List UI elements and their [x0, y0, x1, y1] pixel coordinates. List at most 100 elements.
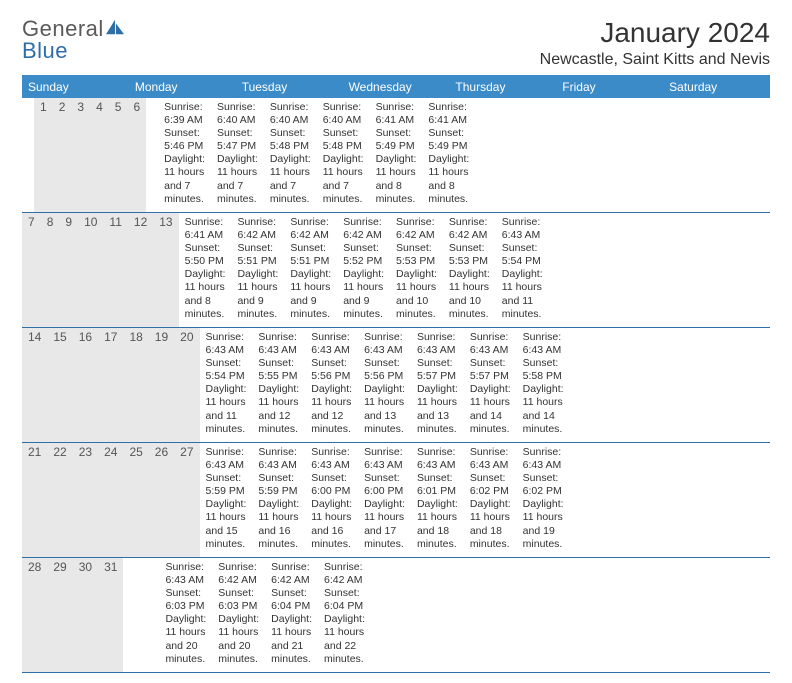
sunrise-text: Sunrise: 6:43 AM	[364, 331, 405, 357]
day-number: 28	[22, 558, 47, 672]
sunrise-text: Sunrise: 6:42 AM	[396, 216, 437, 242]
sunset-text: Sunset: 5:52 PM	[343, 242, 384, 268]
day-cell: Sunrise: 6:43 AMSunset: 5:55 PMDaylight:…	[252, 328, 305, 442]
day-number: 19	[149, 328, 174, 442]
sunrise-text: Sunrise: 6:40 AM	[323, 101, 364, 127]
dow-wednesday: Wednesday	[343, 75, 450, 98]
day-number: 17	[98, 328, 123, 442]
daylight-text: Daylight: 11 hours	[311, 498, 352, 524]
daybody-row: Sunrise: 6:43 AMSunset: 5:59 PMDaylight:…	[200, 443, 570, 557]
day-number: 9	[59, 213, 78, 327]
sunrise-text: Sunrise: 6:43 AM	[258, 446, 299, 472]
day-number: 15	[47, 328, 72, 442]
logo-word-2: Blue	[22, 38, 68, 63]
daylight-text: and 9 minutes.	[343, 295, 384, 321]
daylight-text: Daylight: 11 hours	[290, 268, 331, 294]
sunrise-text: Sunrise: 6:39 AM	[164, 101, 205, 127]
sunrise-text: Sunrise: 6:40 AM	[270, 101, 311, 127]
day-cell	[383, 558, 395, 672]
daynum-row: 78910111213	[22, 213, 179, 327]
day-number: 27	[174, 443, 199, 557]
daylight-text: and 10 minutes.	[449, 295, 490, 321]
day-number: 24	[98, 443, 123, 557]
daylight-text: and 9 minutes.	[290, 295, 331, 321]
dow-saturday: Saturday	[663, 75, 770, 98]
day-cell: Sunrise: 6:42 AMSunset: 5:52 PMDaylight:…	[337, 213, 390, 327]
day-cell	[146, 98, 158, 212]
daylight-text: and 7 minutes.	[164, 180, 205, 206]
day-cell: Sunrise: 6:42 AMSunset: 6:03 PMDaylight:…	[212, 558, 265, 672]
daylight-text: Daylight: 11 hours	[470, 383, 511, 409]
day-number: 4	[90, 98, 109, 212]
day-number: 8	[41, 213, 60, 327]
daylight-text: Daylight: 11 hours	[364, 498, 405, 524]
day-cell: Sunrise: 6:43 AMSunset: 6:00 PMDaylight:…	[305, 443, 358, 557]
sunset-text: Sunset: 6:04 PM	[324, 587, 365, 613]
sunrise-text: Sunrise: 6:41 AM	[185, 216, 226, 242]
day-cell: Sunrise: 6:41 AMSunset: 5:49 PMDaylight:…	[422, 98, 475, 212]
logo-text: General Blue	[22, 18, 126, 62]
daylight-text: Daylight: 11 hours	[164, 153, 205, 179]
sail-icon	[104, 18, 126, 36]
day-cell: Sunrise: 6:41 AMSunset: 5:49 PMDaylight:…	[370, 98, 423, 212]
daylight-text: Daylight: 11 hours	[217, 153, 258, 179]
daylight-text: and 8 minutes.	[185, 295, 226, 321]
day-number: 26	[149, 443, 174, 557]
daybody-row: Sunrise: 6:39 AMSunset: 5:46 PMDaylight:…	[146, 98, 475, 212]
daylight-text: Daylight: 11 hours	[270, 153, 311, 179]
title-block: January 2024 Newcastle, Saint Kitts and …	[540, 18, 770, 69]
daylight-text: and 14 minutes.	[523, 410, 564, 436]
daylight-text: Daylight: 11 hours	[523, 383, 564, 409]
day-of-week-header: Sunday Monday Tuesday Wednesday Thursday…	[22, 75, 770, 98]
daylight-text: Daylight: 11 hours	[449, 268, 490, 294]
day-cell: Sunrise: 6:43 AMSunset: 5:57 PMDaylight:…	[464, 328, 517, 442]
sunrise-text: Sunrise: 6:43 AM	[417, 446, 458, 472]
daylight-text: Daylight: 11 hours	[523, 498, 564, 524]
sunrise-text: Sunrise: 6:43 AM	[417, 331, 458, 357]
daylight-text: and 8 minutes.	[376, 180, 417, 206]
daylight-text: Daylight: 11 hours	[206, 383, 247, 409]
sunrise-text: Sunrise: 6:43 AM	[258, 331, 299, 357]
day-cell: Sunrise: 6:41 AMSunset: 5:50 PMDaylight:…	[179, 213, 232, 327]
daylight-text: and 20 minutes.	[165, 640, 206, 666]
sunrise-text: Sunrise: 6:42 AM	[343, 216, 384, 242]
sunrise-text: Sunrise: 6:43 AM	[364, 446, 405, 472]
sunset-text: Sunset: 5:54 PM	[502, 242, 543, 268]
daylight-text: and 10 minutes.	[396, 295, 437, 321]
sunrise-text: Sunrise: 6:43 AM	[470, 446, 511, 472]
daylight-text: and 13 minutes.	[364, 410, 405, 436]
day-number	[135, 558, 147, 672]
sunset-text: Sunset: 5:51 PM	[290, 242, 331, 268]
day-cell: Sunrise: 6:43 AMSunset: 6:03 PMDaylight:…	[159, 558, 212, 672]
sunset-text: Sunset: 6:03 PM	[165, 587, 206, 613]
daylight-text: and 7 minutes.	[270, 180, 311, 206]
day-cell: Sunrise: 6:42 AMSunset: 6:04 PMDaylight:…	[265, 558, 318, 672]
dow-thursday: Thursday	[449, 75, 556, 98]
daynum-row: 123456	[22, 98, 146, 212]
calendar-week: 123456Sunrise: 6:39 AMSunset: 5:46 PMDay…	[22, 98, 770, 213]
daynum-row: 21222324252627	[22, 443, 200, 557]
day-number: 7	[22, 213, 41, 327]
sunset-text: Sunset: 5:50 PM	[185, 242, 226, 268]
daylight-text: Daylight: 11 hours	[323, 153, 364, 179]
daylight-text: and 19 minutes.	[523, 525, 564, 551]
dow-friday: Friday	[556, 75, 663, 98]
day-number: 10	[78, 213, 103, 327]
daylight-text: and 11 minutes.	[502, 295, 543, 321]
sunrise-text: Sunrise: 6:40 AM	[217, 101, 258, 127]
daylight-text: and 22 minutes.	[324, 640, 365, 666]
sunset-text: Sunset: 5:51 PM	[237, 242, 278, 268]
dow-tuesday: Tuesday	[236, 75, 343, 98]
day-cell: Sunrise: 6:43 AMSunset: 5:59 PMDaylight:…	[252, 443, 305, 557]
daybody-row: Sunrise: 6:43 AMSunset: 5:54 PMDaylight:…	[200, 328, 570, 442]
calendar-week: 21222324252627Sunrise: 6:43 AMSunset: 5:…	[22, 443, 770, 558]
day-number: 25	[123, 443, 148, 557]
sunset-text: Sunset: 5:56 PM	[311, 357, 352, 383]
daylight-text: Daylight: 11 hours	[311, 383, 352, 409]
day-number: 2	[53, 98, 72, 212]
sunrise-text: Sunrise: 6:42 AM	[290, 216, 331, 242]
day-number: 16	[73, 328, 98, 442]
day-number: 29	[47, 558, 72, 672]
daylight-text: and 17 minutes.	[364, 525, 405, 551]
day-cell: Sunrise: 6:43 AMSunset: 5:59 PMDaylight:…	[200, 443, 253, 557]
